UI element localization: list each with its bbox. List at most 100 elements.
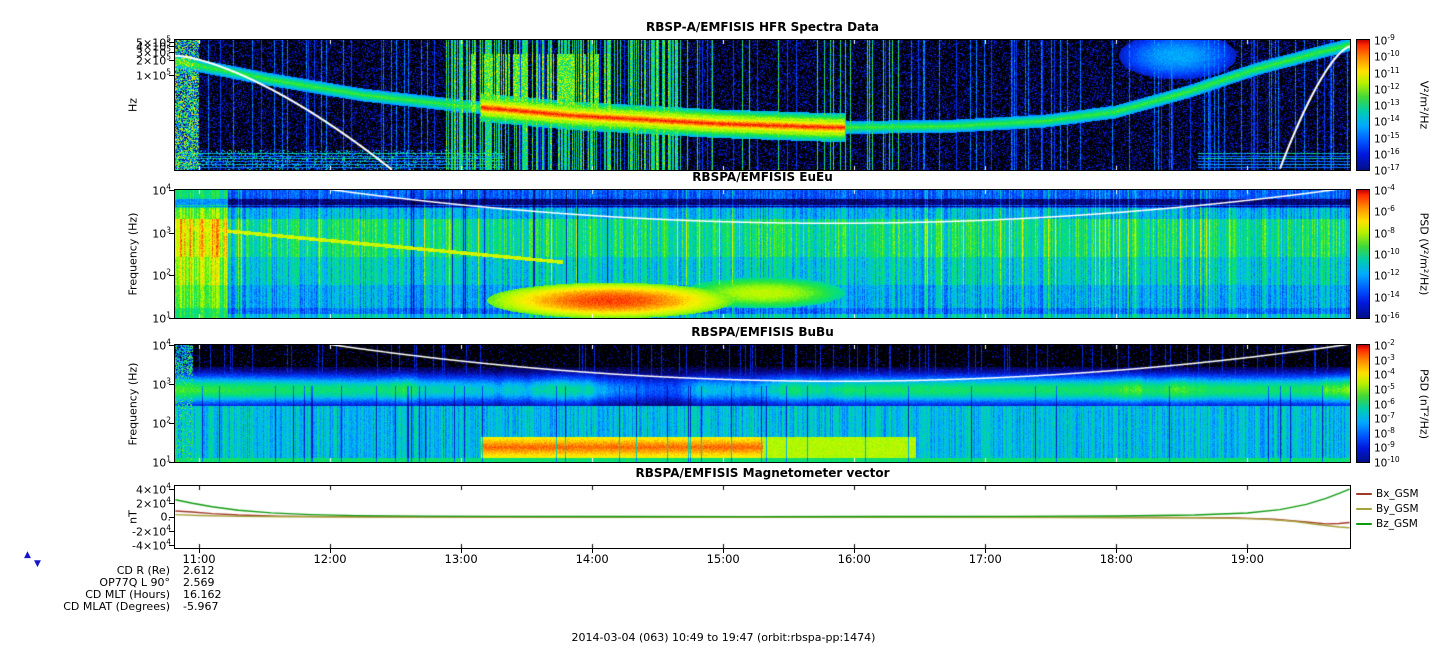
y-tick-label: 102	[152, 268, 171, 283]
hfr-spectrogram-panel	[174, 39, 1351, 171]
colorbar-tick-label: 10-16	[1374, 310, 1400, 326]
y-tick-label: 2×104	[136, 495, 171, 511]
eueu-spectrogram-canvas	[175, 190, 1350, 318]
y-tick-mark	[169, 46, 174, 48]
y-tick-mark	[169, 462, 174, 463]
hfr-panel-title: RBSP-A/EMFISIS HFR Spectra Data	[646, 20, 879, 34]
colorbar-tick-label: 10-6	[1374, 396, 1395, 411]
legend-label: By_GSM	[1376, 503, 1419, 515]
legend-label: Bz_GSM	[1376, 518, 1418, 530]
time-tick-mark	[330, 549, 332, 553]
colorbar-tick-label: 10-17	[1374, 162, 1400, 178]
legend-line	[1356, 508, 1372, 510]
time-tick-mark	[854, 549, 856, 553]
time-tick-mark	[1116, 549, 1118, 553]
legend-line	[1356, 493, 1372, 495]
colorbar-tick-label: 10-10	[1374, 49, 1400, 64]
y-tick-label: -4×104	[132, 537, 171, 553]
bubu-spectrogram-canvas	[175, 345, 1350, 462]
ephemeris-value: 2.612	[183, 564, 215, 577]
time-tick-label: 18:00	[1099, 552, 1133, 566]
time-tick-label: 15:00	[706, 552, 740, 566]
ephemeris-value: -5.967	[183, 600, 219, 613]
colorbar-tick-label: 10-3	[1374, 352, 1395, 367]
y-tick-mark	[169, 60, 174, 62]
cursor-marker-up-icon: ▲	[24, 550, 31, 560]
y-tick-label: -2×104	[132, 523, 171, 539]
time-tick-label: 13:00	[444, 552, 478, 566]
colorbar-tick-label: 10-14	[1374, 114, 1400, 129]
colorbar-tick-label: 10-6	[1374, 204, 1395, 219]
bubu-colorbar-unit-label: PSD (nT²/Hz)	[1417, 368, 1431, 439]
colorbar-tick-label: 10-9	[1374, 440, 1395, 455]
bubu-yaxis-label: Frequency (Hz)	[126, 362, 140, 445]
hfr-spectrogram-canvas	[175, 40, 1350, 170]
colorbar-tick-label: 10-10	[1374, 454, 1400, 470]
y-tick-label: 1×105	[136, 67, 171, 83]
legend-line	[1356, 523, 1372, 525]
colorbar-tick-label: 10-4	[1374, 367, 1395, 382]
y-tick-mark	[169, 190, 174, 191]
ephemeris-label: CD R (Re)	[116, 564, 170, 577]
figure-caption: 2014-03-04 (063) 10:49 to 19:47 (orbit:r…	[571, 631, 876, 644]
y-tick-mark	[169, 345, 174, 346]
y-tick-mark	[169, 545, 174, 547]
y-tick-label: 104	[152, 337, 171, 353]
y-tick-mark	[169, 383, 174, 385]
colorbar-tick-label: 10-12	[1374, 81, 1400, 97]
bubu-colorbar	[1356, 344, 1370, 463]
colorbar-tick-label: 10-5	[1374, 381, 1395, 397]
colorbar-tick-label: 10-16	[1374, 146, 1400, 162]
y-tick-label: 103	[152, 376, 171, 392]
colorbar-tick-label: 10-15	[1374, 130, 1400, 145]
y-tick-label: 5×105	[136, 34, 171, 50]
hfr-yaxis-label: Hz	[126, 97, 140, 113]
magnetometer-canvas	[175, 486, 1350, 548]
eueu-spectrogram-panel	[174, 189, 1351, 319]
y-tick-label: 3×105	[136, 44, 171, 60]
time-tick-mark	[1247, 549, 1249, 553]
ephemeris-value: 16.162	[183, 588, 222, 601]
colorbar-tick-label: 10-4	[1374, 182, 1395, 198]
ephemeris-label: CD MLAT (Degrees)	[63, 600, 170, 613]
colorbar-tick-label: 10-10	[1374, 246, 1400, 262]
time-tick-label: 19:00	[1230, 552, 1264, 566]
time-tick-mark	[461, 549, 463, 553]
time-tick-label: 14:00	[575, 552, 609, 566]
y-tick-mark	[169, 488, 174, 490]
time-tick-label: 11:00	[182, 552, 216, 566]
colorbar-tick-label: 10-12	[1374, 268, 1400, 283]
hfr-colorbar-unit-label: V²/m²/Hz	[1417, 80, 1431, 130]
ephemeris-label: OP77Q L 90°	[99, 576, 170, 589]
y-tick-label: 2×105	[136, 52, 171, 68]
y-tick-mark	[169, 517, 174, 518]
time-tick-label: 16:00	[837, 552, 871, 566]
cursor-marker-down-icon: ▼	[34, 559, 41, 569]
colorbar-tick-label: 10-8	[1374, 425, 1395, 441]
time-tick-label: 17:00	[968, 552, 1002, 566]
y-tick-mark	[169, 318, 174, 319]
y-tick-mark	[169, 275, 174, 277]
time-tick-label: 12:00	[313, 552, 347, 566]
bubu-spectrogram-panel	[174, 344, 1351, 463]
y-tick-mark	[169, 502, 174, 504]
y-tick-mark	[169, 51, 174, 53]
colorbar-tick-label: 10-9	[1374, 32, 1395, 48]
magnetometer-panel-title: RBSPA/EMFISIS Magnetometer vector	[635, 466, 890, 480]
y-tick-label: 4×105	[136, 38, 171, 54]
y-tick-label: 101	[152, 310, 171, 326]
colorbar-tick-label: 10-7	[1374, 410, 1395, 426]
colorbar-tick-label: 10-14	[1374, 289, 1400, 304]
time-tick-mark	[985, 549, 987, 553]
eueu-colorbar-unit-label: PSD (V²/m²/Hz)	[1417, 212, 1431, 296]
y-tick-mark	[169, 75, 174, 77]
y-tick-label: 103	[152, 225, 171, 240]
y-tick-mark	[169, 423, 174, 425]
time-tick-mark	[723, 549, 725, 553]
ephemeris-value: 2.569	[183, 576, 215, 589]
y-tick-mark	[169, 531, 174, 533]
y-tick-label: 104	[152, 182, 171, 198]
y-tick-mark	[169, 232, 174, 234]
bubu-panel-title: RBSPA/EMFISIS BuBu	[691, 325, 834, 339]
colorbar-tick-label: 10-13	[1374, 97, 1400, 113]
